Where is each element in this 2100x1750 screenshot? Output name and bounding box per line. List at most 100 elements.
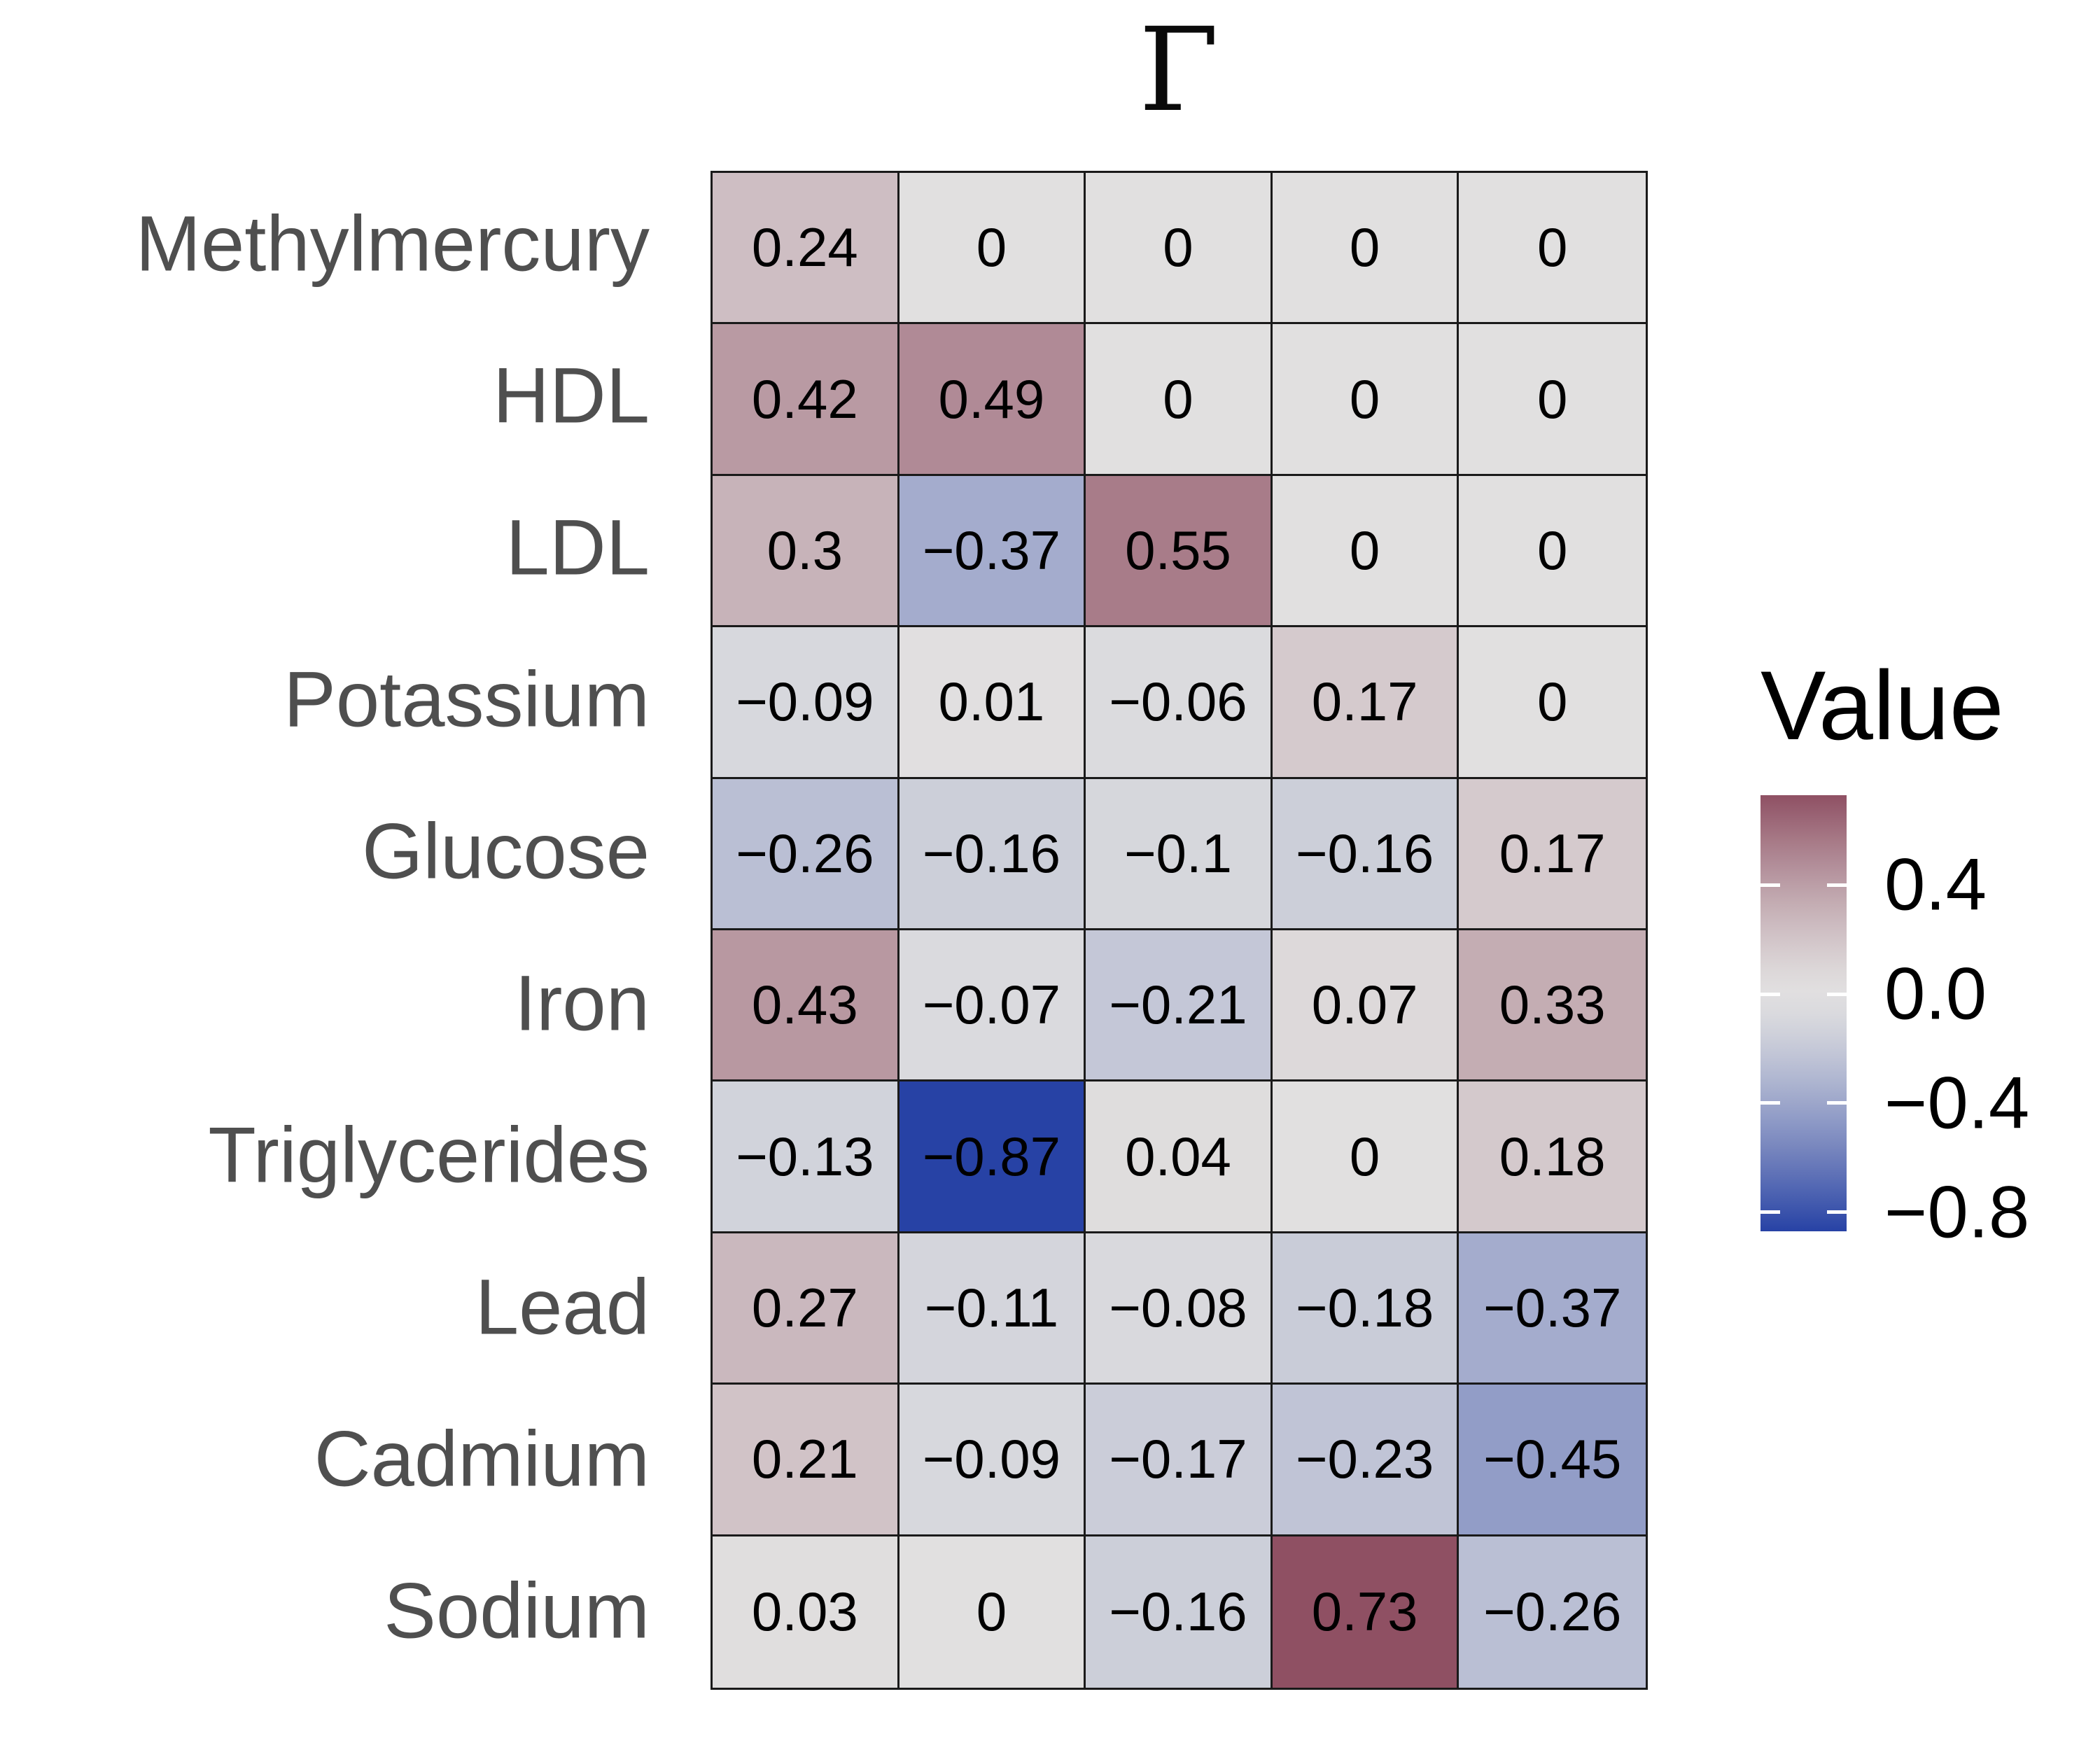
colorbar-tick-label: 0.4 <box>1884 844 1987 926</box>
heatmap-cell: −0.13 <box>713 1082 899 1233</box>
heatmap-cell: 0 <box>1086 173 1273 325</box>
cell-value-label: 0.3 <box>766 519 844 581</box>
row-label-ldl: LDL <box>505 503 650 592</box>
row-label-hdl: HDL <box>492 351 650 440</box>
row-label-potassium: Potassium <box>284 655 650 743</box>
colorbar-tick <box>1760 992 1780 996</box>
cell-value-label: −0.16 <box>922 822 1061 884</box>
heatmap-cell: 0 <box>1459 173 1646 325</box>
cell-value-label: 0 <box>1537 671 1568 733</box>
cell-value-label: 0.21 <box>751 1428 858 1490</box>
cell-value-label: 0 <box>1537 519 1568 581</box>
cell-value-label: 0.49 <box>938 368 1045 430</box>
cell-value-label: 0.42 <box>751 368 858 430</box>
heatmap-cell: −0.21 <box>1086 930 1273 1082</box>
cell-value-label: −0.07 <box>922 974 1061 1036</box>
cell-value-label: 0 <box>1349 216 1380 279</box>
heatmap-cell: 0 <box>1272 475 1460 628</box>
legend-title: Value <box>1760 650 2004 760</box>
heatmap-cell: 0.18 <box>1459 1082 1646 1233</box>
heatmap-cell: −0.16 <box>899 778 1086 930</box>
heatmap-cell: 0.03 <box>713 1536 899 1688</box>
cell-value-label: 0.24 <box>751 216 858 279</box>
cell-value-label: −0.37 <box>922 519 1061 581</box>
cell-value-label: 0.17 <box>1311 671 1418 733</box>
cell-value-label: −0.16 <box>1109 1581 1247 1643</box>
cell-value-label: 0 <box>1349 1125 1380 1187</box>
heatmap-cell: −0.07 <box>899 930 1086 1082</box>
heatmap-cell: −0.11 <box>899 1233 1086 1385</box>
heatmap-cell: −0.08 <box>1086 1233 1273 1385</box>
colorbar-tick <box>1760 883 1780 887</box>
colorbar-tick <box>1827 883 1847 887</box>
heatmap-cell: −0.45 <box>1459 1385 1646 1536</box>
cell-value-label: 0 <box>1349 519 1380 581</box>
heatmap-cell: −0.37 <box>899 475 1086 628</box>
heatmap-cell: 0.07 <box>1272 930 1460 1082</box>
cell-value-label: 0.27 <box>751 1276 858 1338</box>
cell-value-label: −0.08 <box>1109 1276 1247 1338</box>
heatmap-cell: 0.21 <box>713 1385 899 1536</box>
heatmap-cell: −0.17 <box>1086 1385 1273 1536</box>
cell-value-label: −0.26 <box>1483 1581 1622 1643</box>
heatmap-cell: −0.09 <box>899 1385 1086 1536</box>
row-label-methylmercury: Methylmercury <box>135 200 650 288</box>
cell-value-label: 0.33 <box>1499 974 1606 1036</box>
heatmap-cell: 0.27 <box>713 1233 899 1385</box>
cell-value-label: 0.01 <box>938 671 1045 733</box>
cell-value-label: 0 <box>1349 368 1380 430</box>
cell-value-label: 0.17 <box>1499 822 1606 884</box>
cell-value-label: 0.04 <box>1125 1125 1231 1187</box>
heatmap-cell: 0 <box>1459 627 1646 779</box>
heatmap-cell: −0.09 <box>713 627 899 779</box>
colorbar-tick <box>1760 1101 1780 1105</box>
colorbar-gradient <box>1760 795 1847 1231</box>
heatmap-cell: 0 <box>1086 324 1273 476</box>
heatmap-cell: −0.37 <box>1459 1233 1646 1385</box>
heatmap-cell: 0.17 <box>1272 627 1460 779</box>
cell-value-label: −0.18 <box>1295 1276 1434 1338</box>
cell-value-label: 0.18 <box>1499 1125 1606 1187</box>
heatmap-cell: 0 <box>1459 324 1646 476</box>
heatmap-cell: −0.18 <box>1272 1233 1460 1385</box>
cell-value-label: 0.07 <box>1311 974 1418 1036</box>
cell-value-label: −0.45 <box>1483 1428 1622 1490</box>
heatmap-cell: 0.01 <box>899 627 1086 779</box>
heatmap-cell: 0.42 <box>713 324 899 476</box>
cell-value-label: 0 <box>1163 368 1194 430</box>
heatmap-cell: −0.16 <box>1086 1536 1273 1688</box>
row-label-cadmium: Cadmium <box>314 1415 650 1503</box>
cell-value-label: 0.73 <box>1311 1581 1418 1643</box>
cell-value-label: −0.1 <box>1124 822 1232 884</box>
heatmap-cell: 0.73 <box>1272 1536 1460 1688</box>
cell-value-label: −0.17 <box>1109 1428 1247 1490</box>
heatmap-cell: −0.16 <box>1272 778 1460 930</box>
heatmap-cell: 0.04 <box>1086 1082 1273 1233</box>
row-label-lead: Lead <box>475 1263 650 1351</box>
heatmap-cell: −0.1 <box>1086 778 1273 930</box>
cell-value-label: −0.13 <box>736 1125 874 1187</box>
heatmap-cell: 0.43 <box>713 930 899 1082</box>
cell-value-label: −0.09 <box>922 1428 1061 1490</box>
heatmap-cell: 0 <box>899 173 1086 325</box>
heatmap-cell: 0 <box>1459 475 1646 628</box>
colorbar-tick <box>1760 1210 1780 1214</box>
row-label-sodium: Sodium <box>384 1567 650 1655</box>
cell-value-label: −0.11 <box>924 1276 1059 1338</box>
heatmap-cell: −0.87 <box>899 1082 1086 1233</box>
heatmap-cell: 0.55 <box>1086 475 1273 628</box>
colorbar-tick <box>1827 1101 1847 1105</box>
heatmap-cell: 0 <box>1272 324 1460 476</box>
heatmap-cell: 0.33 <box>1459 930 1646 1082</box>
cell-value-label: 0.43 <box>751 974 858 1036</box>
colorbar-tick <box>1827 1210 1847 1214</box>
heatmap-cell: 0.24 <box>713 173 899 325</box>
colorbar-tick-label: −0.8 <box>1884 1171 2030 1254</box>
cell-value-label: 0 <box>976 1581 1007 1643</box>
cell-value-label: 0 <box>976 216 1007 279</box>
cell-value-label: 0.55 <box>1125 519 1231 581</box>
plot-title: Γ <box>1138 3 1219 137</box>
colorbar-tick <box>1827 992 1847 996</box>
heatmap-cell: 0.3 <box>713 475 899 628</box>
